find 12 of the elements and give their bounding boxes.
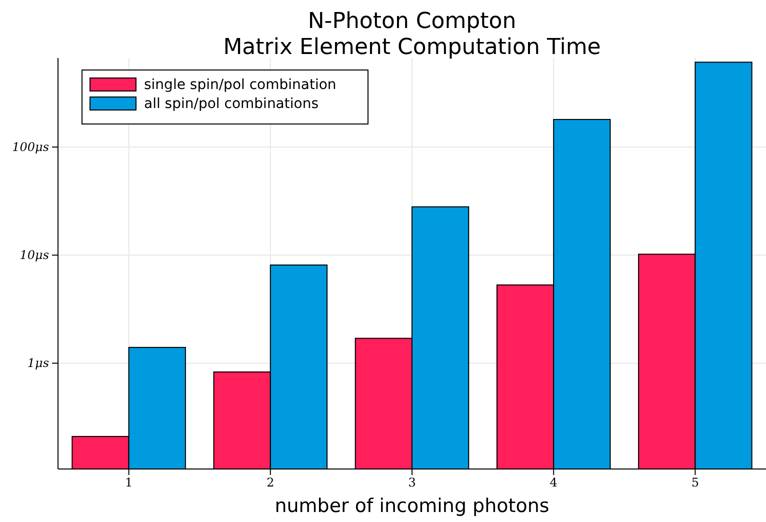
x-tick-label: 2 — [266, 476, 274, 490]
x-tick-label: 5 — [691, 476, 700, 490]
y-tick-label: 10μs — [20, 248, 49, 262]
x-tick-label: 4 — [550, 476, 558, 490]
legend-label: all spin/pol combinations — [144, 96, 319, 112]
y-tick-label: 100μs — [12, 140, 49, 154]
legend-label: single spin/pol combination — [144, 77, 336, 93]
chart-title: N-Photon Compton Matrix Element Computation Time — [223, 9, 601, 60]
x-tick-label: 1 — [124, 476, 133, 490]
x-axis-title: number of incoming photons — [274, 495, 550, 517]
y-tick-label: 1μs — [27, 356, 49, 370]
x-tick-label: 3 — [408, 476, 416, 490]
